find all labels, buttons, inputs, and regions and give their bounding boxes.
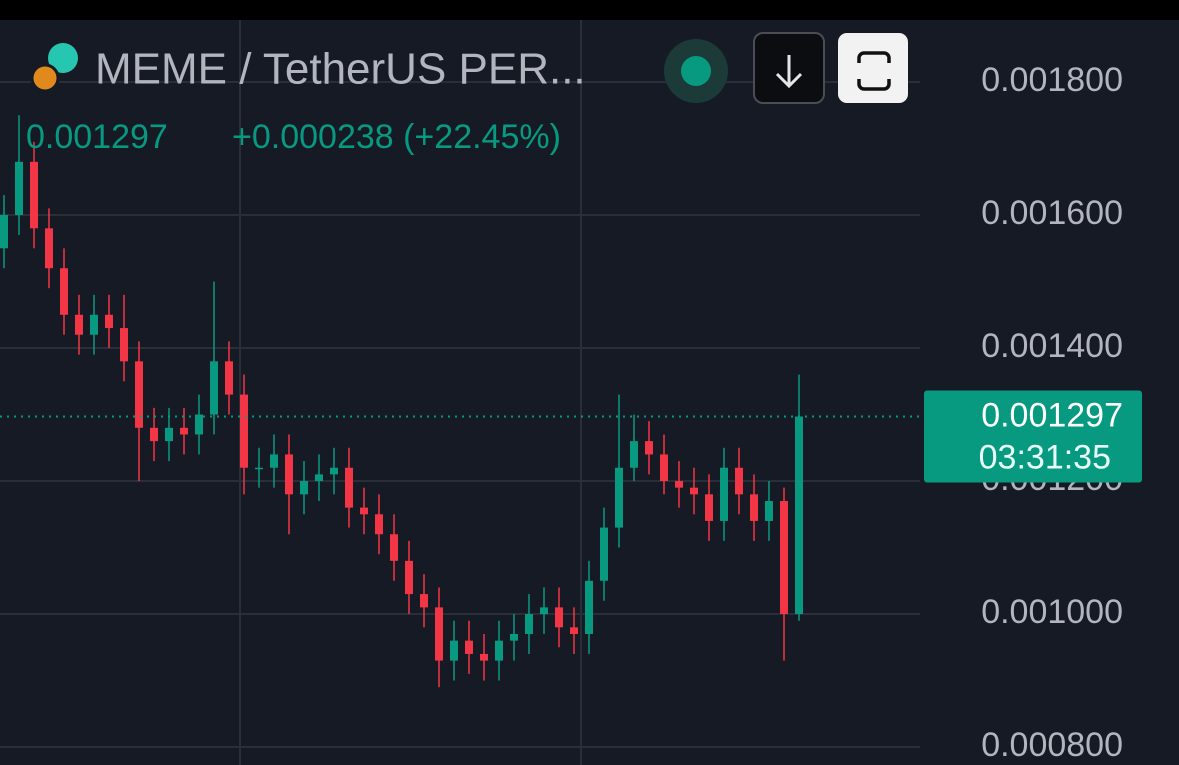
price-change: +0.000238 (+22.45%) <box>232 118 561 156</box>
candle-body <box>345 467 353 508</box>
y-tick-label: 0.001000 <box>981 593 1123 631</box>
y-tick-label: 0.001400 <box>981 327 1123 365</box>
candle-body <box>210 361 218 415</box>
fullscreen-button[interactable] <box>838 33 908 103</box>
candle-body <box>0 215 8 249</box>
candle-body <box>90 314 98 335</box>
candle-body <box>735 467 743 495</box>
symbol-title: MEME / TetherUS PER... <box>95 45 586 94</box>
candle-body <box>135 361 143 428</box>
candle-body <box>15 161 23 216</box>
countdown: 03:31:35 <box>979 439 1111 477</box>
candle-body <box>525 614 533 634</box>
candle-body <box>60 268 68 315</box>
candle-body <box>285 454 293 495</box>
candle-body <box>30 161 38 229</box>
candle-body <box>390 534 398 561</box>
price-label-box <box>924 390 1142 483</box>
candles <box>0 115 803 688</box>
candle-body <box>465 640 473 654</box>
candle-body <box>165 427 173 442</box>
candle-body <box>600 527 608 581</box>
candle-body <box>570 627 578 634</box>
candle-body <box>780 500 788 615</box>
candle-body <box>540 607 548 615</box>
candle-body <box>555 607 563 628</box>
arrow-icon <box>775 55 803 89</box>
candle-body <box>660 454 668 482</box>
candle-body <box>480 653 488 661</box>
candle-body <box>360 507 368 515</box>
candle-body <box>225 361 233 395</box>
candle-body <box>795 416 803 615</box>
y-tick-label: 0.001800 <box>981 61 1123 99</box>
candle-body <box>585 580 593 634</box>
candle-body <box>75 314 83 335</box>
candle-body <box>705 494 713 521</box>
candle-body <box>255 467 263 470</box>
y-tick-label: 0.000800 <box>981 726 1123 764</box>
candle-body <box>435 607 443 661</box>
candle-body <box>240 394 248 468</box>
grid: 0.0008000.0010000.0012000.0014000.001600… <box>0 61 1123 764</box>
candle-body <box>690 487 698 495</box>
candle-body <box>405 560 413 595</box>
candle-body <box>105 314 113 329</box>
candle-body <box>195 414 203 435</box>
y-tick-label: 0.001600 <box>981 194 1123 232</box>
candle-body <box>150 427 158 442</box>
candle-body <box>375 514 383 535</box>
status-dot <box>681 56 711 86</box>
candle-body <box>765 500 773 521</box>
candle-body <box>45 228 53 269</box>
candle-body <box>270 454 278 468</box>
price-label: 0.001297 <box>981 397 1123 435</box>
candle-body <box>495 640 503 661</box>
candle-body <box>330 467 338 475</box>
candle-body <box>720 467 728 521</box>
candle-body <box>315 474 323 482</box>
candle-body <box>120 328 128 362</box>
candle-body <box>420 594 428 608</box>
fullscreen-icon <box>857 51 891 91</box>
candle-body <box>615 467 623 528</box>
last-price: 0.001297 <box>26 118 168 156</box>
candle-body <box>750 494 758 521</box>
candle-body <box>675 481 683 488</box>
exchange-icon <box>30 63 60 93</box>
symbol-icon <box>48 43 78 73</box>
candle-body <box>300 481 308 495</box>
candle-body <box>510 633 518 641</box>
candle-body <box>180 427 188 435</box>
overlay: 0.001297 03:31:35 <box>0 390 1142 483</box>
candle-body <box>630 441 638 468</box>
status-bar <box>0 0 1179 20</box>
candle-body <box>450 640 458 661</box>
candle-body <box>645 441 653 455</box>
